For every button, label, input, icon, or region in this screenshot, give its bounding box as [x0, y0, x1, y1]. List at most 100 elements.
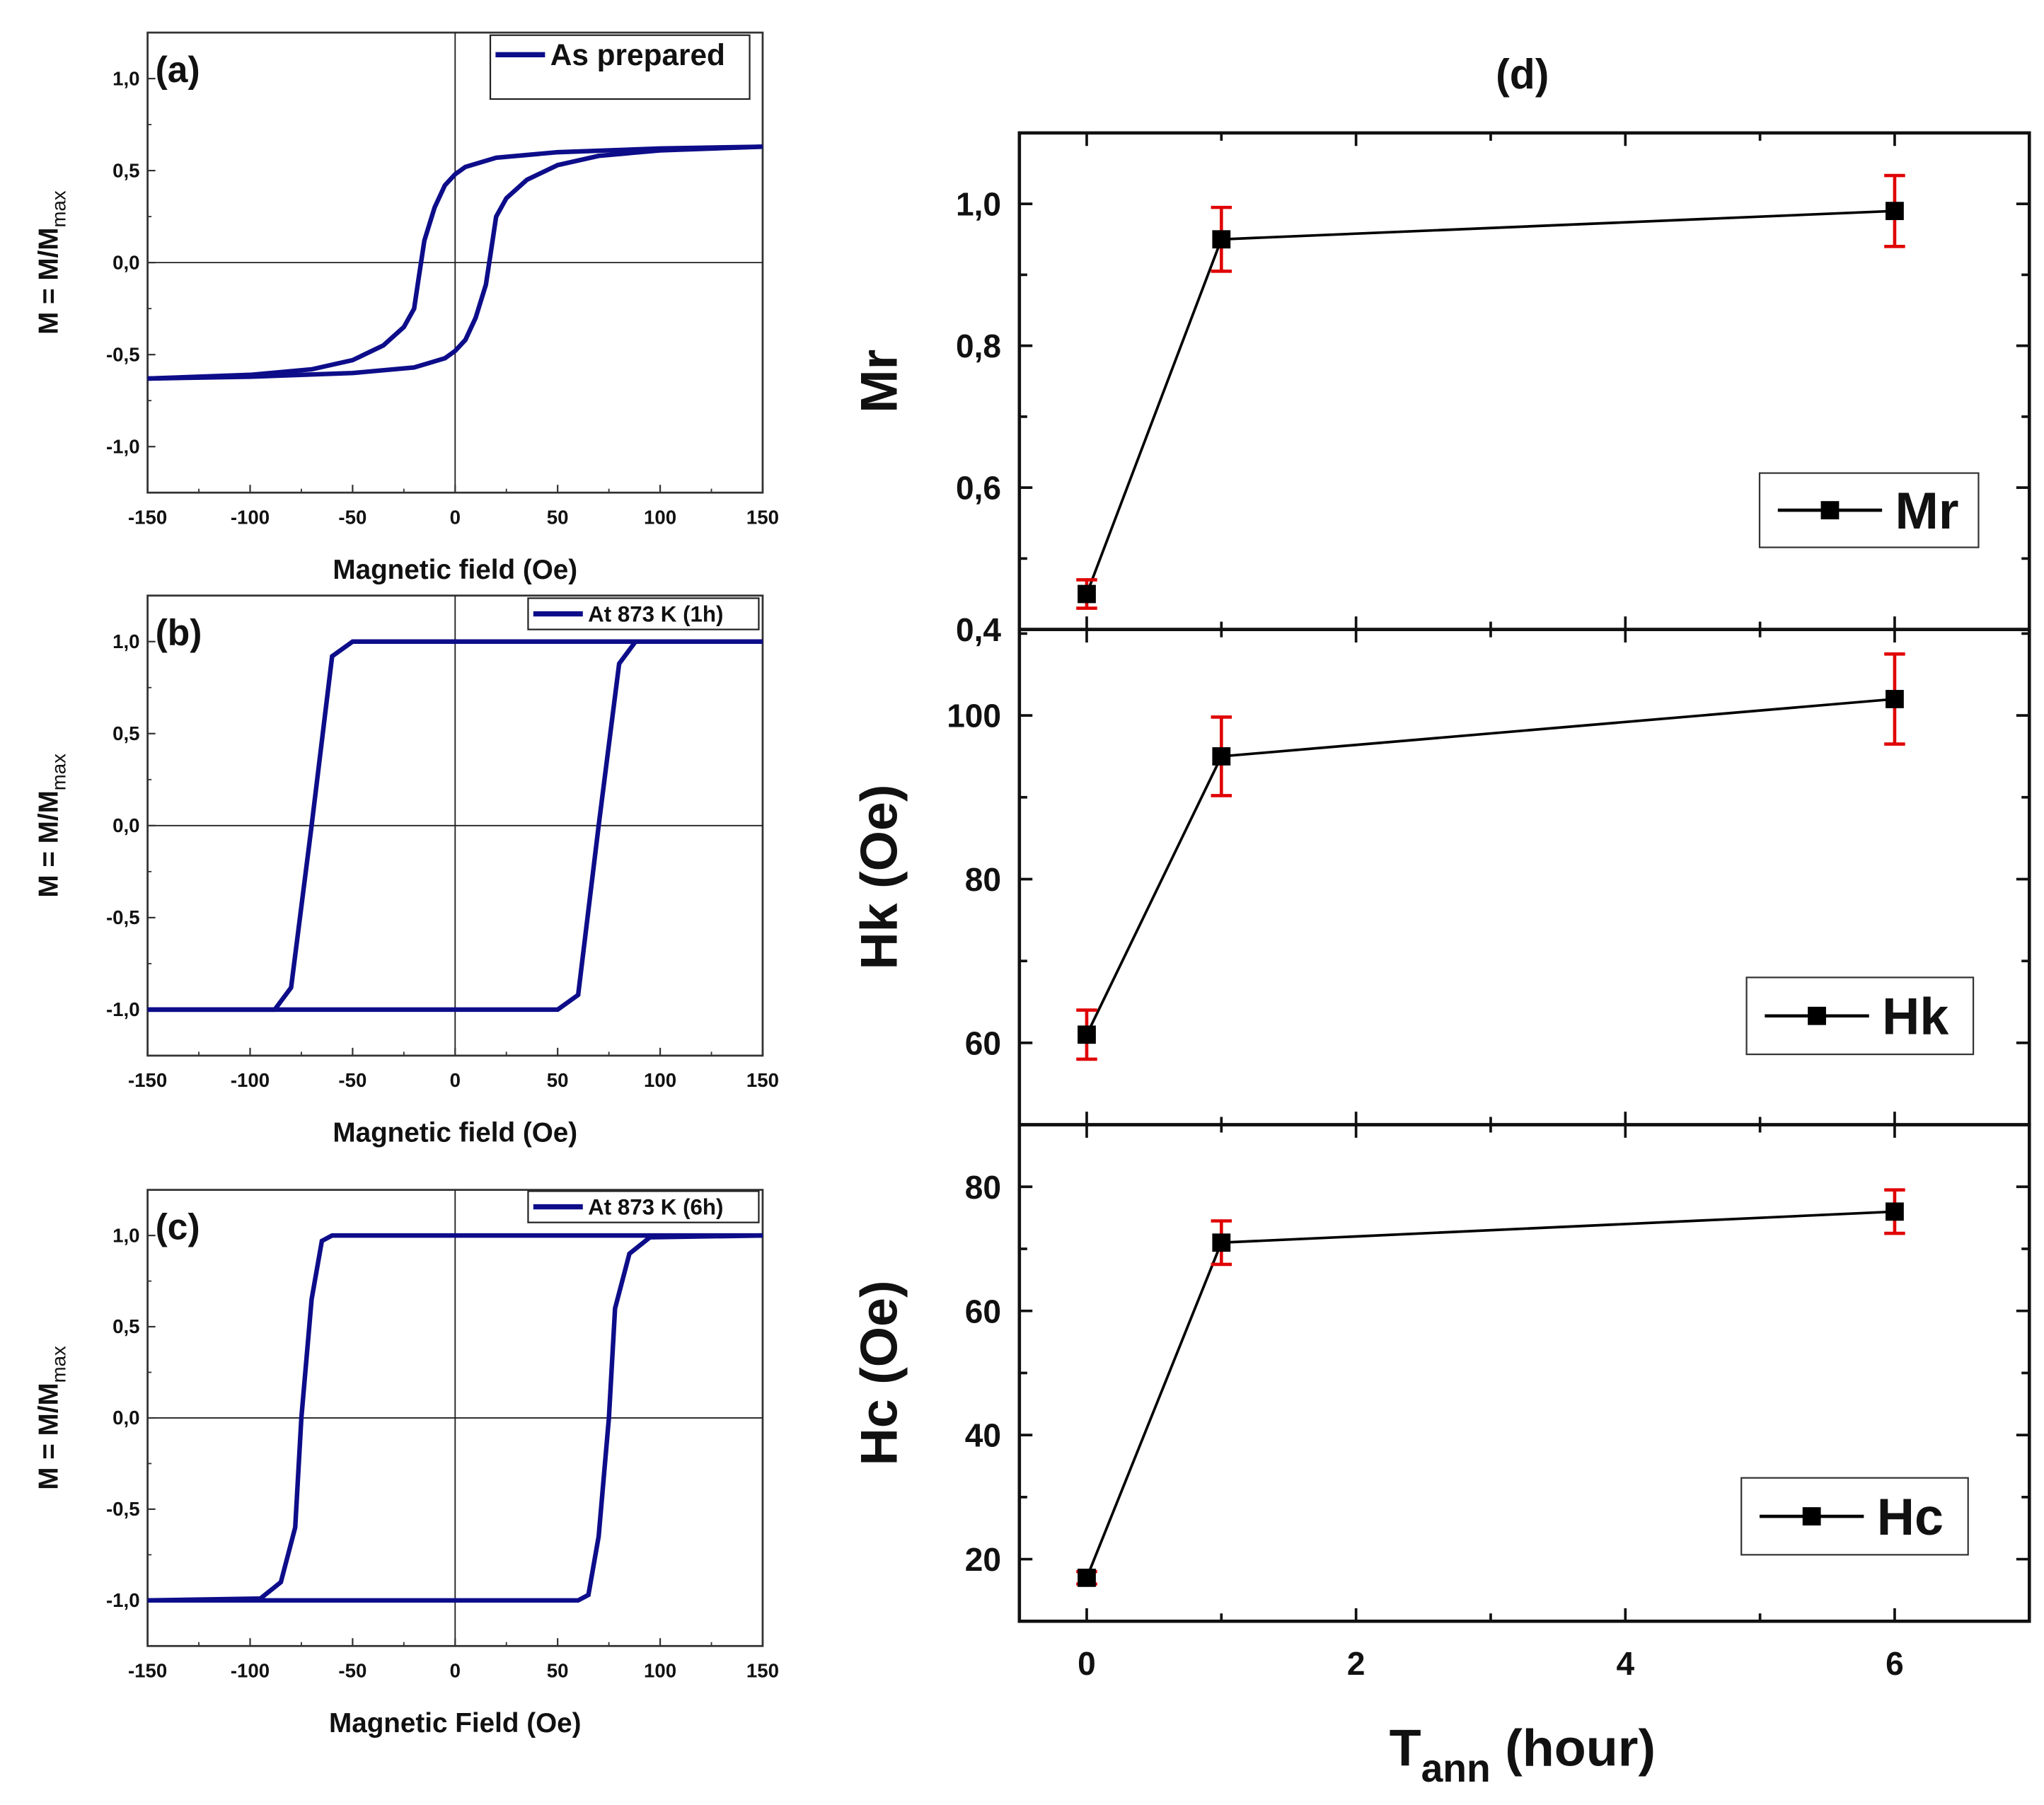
x-tick-label: 0 [450, 1659, 461, 1681]
y-axis-label: M = M/Mmax [34, 1346, 70, 1490]
x-tick-label: 0 [450, 1069, 461, 1091]
legend-label: Hk [1882, 987, 1949, 1046]
x-tick-label: 150 [746, 1069, 779, 1091]
x-axis-label-subscript: ann [1421, 1746, 1491, 1790]
legend-marker-swatch [1820, 501, 1840, 519]
data-point [1212, 747, 1231, 766]
y-tick-label: 0,5 [112, 159, 139, 181]
legend-marker-swatch [1802, 1507, 1821, 1526]
y-tick-label: 1,0 [112, 630, 139, 652]
y-tick-label: 1,0 [956, 186, 1001, 223]
legend-label: Hc [1877, 1487, 1944, 1546]
x-tick-label: 6 [1886, 1645, 1904, 1682]
x-axis-label: Magnetic Field (Oe) [329, 1708, 582, 1738]
y-axis-label: M = M/Mmax [34, 190, 70, 335]
x-tick-label: -150 [128, 1069, 167, 1091]
y-tick-label: 0,0 [112, 1407, 139, 1429]
ascending-branch [147, 1233, 763, 1603]
data-point [1078, 1025, 1096, 1044]
x-tick-label: 0 [450, 506, 461, 528]
x-tick-label: -150 [128, 1659, 167, 1681]
y-tick-label: 0,5 [112, 1315, 139, 1337]
y-tick-label: 0,0 [112, 814, 139, 836]
descending-branch [147, 144, 763, 381]
y-tick-label: 80 [965, 1169, 1001, 1206]
x-tick-label: -100 [231, 1069, 270, 1091]
x-axis-label: Magnetic field (Oe) [333, 555, 577, 585]
x-tick-label: 0 [1078, 1645, 1096, 1682]
y-axis-label: Mr [850, 350, 908, 413]
data-point [1078, 584, 1096, 604]
y-tick-label: -0,5 [106, 343, 140, 365]
y-tick-label: -1,0 [106, 1589, 140, 1611]
y-tick-label: -0,5 [106, 1498, 140, 1520]
y-axis-label: Hc (Oe) [850, 1280, 908, 1465]
plot-frame [1017, 131, 2031, 631]
x-axis-label: Tann (hour) [1390, 1719, 1656, 1790]
legend-box [489, 34, 751, 100]
y-tick-label: 0,4 [956, 611, 1001, 648]
data-point [1212, 230, 1231, 249]
legend-label: At 873 K (6h) [588, 1195, 723, 1220]
y-tick-label: 80 [965, 861, 1001, 898]
y-axis-label-main: M = M/M [34, 790, 64, 897]
y-axis-label-subscript: max [48, 190, 70, 227]
panel-label: (d) [1496, 52, 1549, 98]
y-tick-label: 1,0 [112, 67, 139, 89]
y-axis-label: Hk (Oe) [850, 785, 908, 970]
hysteresis-panel-b: -150 -100 -50 0 50 100 150 1,0 0,5 0,0 -0,5 -1,0 (b)… [34, 594, 779, 1148]
x-axis-label: Magnetic field (Oe) [333, 1117, 577, 1148]
x-tick-label: -100 [231, 1659, 270, 1681]
x-axis-label-main: T [1390, 1719, 1421, 1777]
x-tick-label: 50 [547, 1659, 569, 1681]
y-tick-label: 100 [947, 698, 1001, 734]
x-tick-label: 150 [746, 1659, 779, 1681]
data-point [1886, 690, 1904, 708]
x-axis-label-unit: (hour) [1491, 1719, 1656, 1777]
y-tick-label: -1,0 [106, 998, 140, 1020]
x-tick-label: 100 [644, 1069, 676, 1091]
x-tick-label: 100 [644, 506, 676, 528]
y-axis-label-subscript: max [48, 1346, 70, 1383]
y-tick-label: -1,0 [106, 435, 140, 457]
hysteresis-panel-a: -150 -100 -50 0 50 100 150 1,0 0,5 0,0 -0,5 -1,0 (a)… [34, 31, 779, 585]
subplot-hk: 60 80 100 Hk Hk (Oe) [850, 628, 2031, 1126]
x-tick-label: 150 [746, 506, 779, 528]
x-tick-label: -50 [338, 506, 366, 528]
y-axis-label: M = M/Mmax [34, 754, 70, 898]
data-point [1078, 1568, 1096, 1587]
y-tick-label: 60 [965, 1293, 1001, 1330]
y-tick-label: 60 [965, 1025, 1001, 1061]
y-tick-label: 20 [965, 1541, 1001, 1578]
x-tick-label: 100 [644, 1659, 676, 1681]
y-tick-label: 0,8 [956, 328, 1001, 364]
legend-label: As prepared [550, 38, 725, 71]
x-tick-label: -100 [231, 506, 270, 528]
y-tick-label: 0,6 [956, 470, 1001, 507]
x-tick-label: 50 [547, 506, 569, 528]
ascending-branch [147, 144, 763, 381]
x-tick-label: 2 [1347, 1645, 1365, 1682]
y-tick-label: 0,0 [112, 251, 139, 273]
x-tick-label: 4 [1616, 1645, 1634, 1682]
y-axis-label-main: M = M/M [34, 1383, 64, 1489]
y-tick-label: 40 [965, 1417, 1001, 1454]
panel-label: (b) [156, 612, 202, 653]
panel-label: (a) [156, 49, 200, 90]
x-tick-label: -50 [338, 1069, 366, 1091]
hysteresis-panel-c: -150 -100 -50 0 50 100 150 1,0 0,5 0,0 -0,5 -1,0 (c)… [34, 1189, 779, 1738]
legend-marker-swatch [1808, 1006, 1826, 1025]
descending-branch [147, 1233, 763, 1603]
x-tick-label: -50 [338, 1659, 366, 1681]
panel-label: (c) [156, 1206, 200, 1247]
data-point [1212, 1233, 1231, 1252]
legend-label: At 873 K (1h) [588, 602, 723, 627]
data-point [1886, 1202, 1904, 1221]
x-tick-label: -150 [128, 506, 167, 528]
y-axis-label-subscript: max [48, 754, 70, 790]
ascending-branch [147, 639, 763, 1013]
data-point [1886, 202, 1904, 221]
subplot-hc: 20 40 60 80 Hc Hc (Oe) [850, 1123, 2031, 1623]
